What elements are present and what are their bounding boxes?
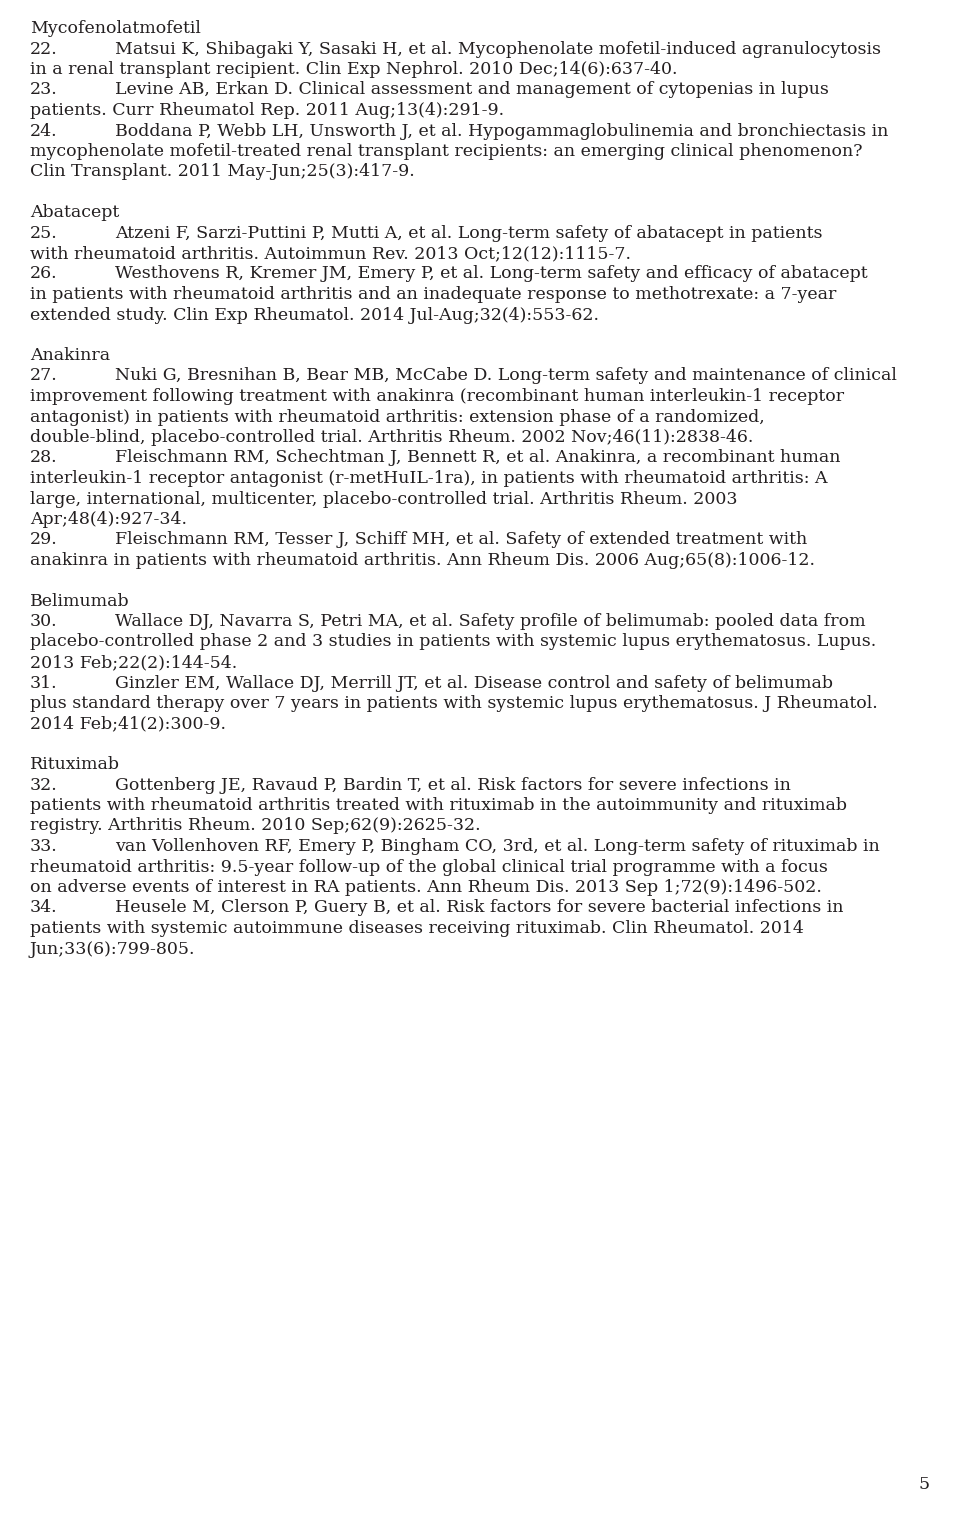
Text: 25.: 25. <box>30 224 58 241</box>
Text: 34.: 34. <box>30 900 58 917</box>
Text: Fleischmann RM, Tesser J, Schiff MH, et al. Safety of extended treatment with: Fleischmann RM, Tesser J, Schiff MH, et … <box>115 532 807 548</box>
Text: large, international, multicenter, placebo-controlled trial. Arthritis Rheum. 20: large, international, multicenter, place… <box>30 491 737 508</box>
Text: patients with rheumatoid arthritis treated with rituximab in the autoimmunity an: patients with rheumatoid arthritis treat… <box>30 797 847 814</box>
Text: antagonist) in patients with rheumatoid arthritis: extension phase of a randomiz: antagonist) in patients with rheumatoid … <box>30 409 765 426</box>
Text: mycophenolate mofetil-treated renal transplant recipients: an emerging clinical : mycophenolate mofetil-treated renal tran… <box>30 142 862 161</box>
Text: Clin Transplant. 2011 May-Jun;25(3):417-9.: Clin Transplant. 2011 May-Jun;25(3):417-… <box>30 164 415 180</box>
Text: anakinra in patients with rheumatoid arthritis. Ann Rheum Dis. 2006 Aug;65(8):10: anakinra in patients with rheumatoid art… <box>30 551 815 570</box>
Text: plus standard therapy over 7 years in patients with systemic lupus erythematosus: plus standard therapy over 7 years in pa… <box>30 695 877 712</box>
Text: improvement following treatment with anakinra (recombinant human interleukin-1 r: improvement following treatment with ana… <box>30 388 844 405</box>
Text: Matsui K, Shibagaki Y, Sasaki H, et al. Mycophenolate mofetil-induced agranulocy: Matsui K, Shibagaki Y, Sasaki H, et al. … <box>115 41 881 58</box>
Text: 22.: 22. <box>30 41 58 58</box>
Text: extended study. Clin Exp Rheumatol. 2014 Jul-Aug;32(4):553-62.: extended study. Clin Exp Rheumatol. 2014… <box>30 306 599 324</box>
Text: Fleischmann RM, Schechtman J, Bennett R, et al. Anakinra, a recombinant human: Fleischmann RM, Schechtman J, Bennett R,… <box>115 450 841 467</box>
Text: 27.: 27. <box>30 368 58 385</box>
Text: in patients with rheumatoid arthritis and an inadequate response to methotrexate: in patients with rheumatoid arthritis an… <box>30 286 836 303</box>
Text: rheumatoid arthritis: 9.5-year follow-up of the global clinical trial programme : rheumatoid arthritis: 9.5-year follow-up… <box>30 859 828 876</box>
Text: Apr;48(4):927-34.: Apr;48(4):927-34. <box>30 511 187 529</box>
Text: Abatacept: Abatacept <box>30 205 119 221</box>
Text: 32.: 32. <box>30 777 58 794</box>
Text: Jun;33(6):799-805.: Jun;33(6):799-805. <box>30 941 196 957</box>
Text: 5: 5 <box>919 1476 930 1492</box>
Text: Ginzler EM, Wallace DJ, Merrill JT, et al. Disease control and safety of belimum: Ginzler EM, Wallace DJ, Merrill JT, et a… <box>115 674 833 691</box>
Text: patients. Curr Rheumatol Rep. 2011 Aug;13(4):291-9.: patients. Curr Rheumatol Rep. 2011 Aug;1… <box>30 102 504 120</box>
Text: with rheumatoid arthritis. Autoimmun Rev. 2013 Oct;12(12):1115-7.: with rheumatoid arthritis. Autoimmun Rev… <box>30 245 631 262</box>
Text: on adverse events of interest in RA patients. Ann Rheum Dis. 2013 Sep 1;72(9):14: on adverse events of interest in RA pati… <box>30 879 822 895</box>
Text: Mycofenolatmofetil: Mycofenolatmofetil <box>30 20 201 36</box>
Text: 2014 Feb;41(2):300-9.: 2014 Feb;41(2):300-9. <box>30 715 226 732</box>
Text: Rituximab: Rituximab <box>30 756 120 773</box>
Text: 26.: 26. <box>30 265 58 282</box>
Text: 30.: 30. <box>30 614 58 630</box>
Text: 33.: 33. <box>30 838 58 854</box>
Text: registry. Arthritis Rheum. 2010 Sep;62(9):2625-32.: registry. Arthritis Rheum. 2010 Sep;62(9… <box>30 818 481 835</box>
Text: Anakinra: Anakinra <box>30 347 110 364</box>
Text: 29.: 29. <box>30 532 58 548</box>
Text: 2013 Feb;22(2):144-54.: 2013 Feb;22(2):144-54. <box>30 654 237 671</box>
Text: Boddana P, Webb LH, Unsworth J, et al. Hypogammaglobulinemia and bronchiectasis : Boddana P, Webb LH, Unsworth J, et al. H… <box>115 123 888 139</box>
Text: interleukin-1 receptor antagonist (r-metHuIL-1ra), in patients with rheumatoid a: interleukin-1 receptor antagonist (r-met… <box>30 470 828 486</box>
Text: 28.: 28. <box>30 450 58 467</box>
Text: Heusele M, Clerson P, Guery B, et al. Risk factors for severe bacterial infectio: Heusele M, Clerson P, Guery B, et al. Ri… <box>115 900 844 917</box>
Text: van Vollenhoven RF, Emery P, Bingham CO, 3rd, et al. Long-term safety of rituxim: van Vollenhoven RF, Emery P, Bingham CO,… <box>115 838 879 854</box>
Text: patients with systemic autoimmune diseases receiving rituximab. Clin Rheumatol. : patients with systemic autoimmune diseas… <box>30 920 804 936</box>
Text: Gottenberg JE, Ravaud P, Bardin T, et al. Risk factors for severe infections in: Gottenberg JE, Ravaud P, Bardin T, et al… <box>115 777 791 794</box>
Text: 24.: 24. <box>30 123 58 139</box>
Text: placebo-controlled phase 2 and 3 studies in patients with systemic lupus erythem: placebo-controlled phase 2 and 3 studies… <box>30 633 876 650</box>
Text: Westhovens R, Kremer JM, Emery P, et al. Long-term safety and efficacy of abatac: Westhovens R, Kremer JM, Emery P, et al.… <box>115 265 868 282</box>
Text: Atzeni F, Sarzi-Puttini P, Mutti A, et al. Long-term safety of abatacept in pati: Atzeni F, Sarzi-Puttini P, Mutti A, et a… <box>115 224 823 241</box>
Text: double-blind, placebo-controlled trial. Arthritis Rheum. 2002 Nov;46(11):2838-46: double-blind, placebo-controlled trial. … <box>30 429 754 445</box>
Text: Levine AB, Erkan D. Clinical assessment and management of cytopenias in lupus: Levine AB, Erkan D. Clinical assessment … <box>115 82 828 98</box>
Text: Nuki G, Bresnihan B, Bear MB, McCabe D. Long-term safety and maintenance of clin: Nuki G, Bresnihan B, Bear MB, McCabe D. … <box>115 368 897 385</box>
Text: Wallace DJ, Navarra S, Petri MA, et al. Safety profile of belimumab: pooled data: Wallace DJ, Navarra S, Petri MA, et al. … <box>115 614 866 630</box>
Text: Belimumab: Belimumab <box>30 592 130 609</box>
Text: 23.: 23. <box>30 82 58 98</box>
Text: 31.: 31. <box>30 674 58 691</box>
Text: in a renal transplant recipient. Clin Exp Nephrol. 2010 Dec;14(6):637-40.: in a renal transplant recipient. Clin Ex… <box>30 61 678 77</box>
